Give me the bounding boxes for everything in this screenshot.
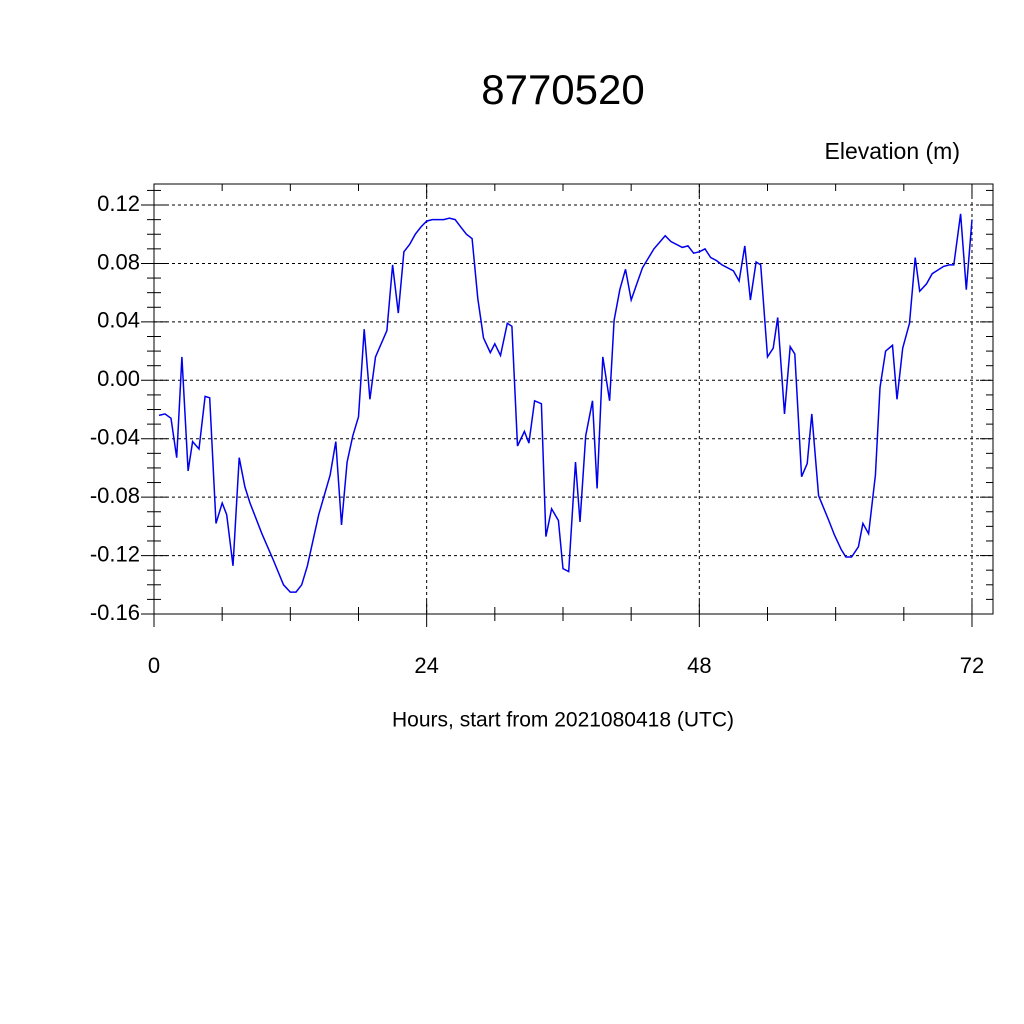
line-series: [158, 213, 973, 593]
chart-title: 8770520: [481, 66, 645, 113]
y-tick-label: 0.08: [97, 249, 140, 274]
y-tick-label: 0.00: [97, 366, 140, 391]
y-tick-label: -0.04: [90, 425, 140, 450]
plot-frame: [153, 183, 994, 615]
x-axis-label: Hours, start from 2021080418 (UTC): [392, 709, 734, 732]
axis-unit: Elevation (m): [825, 138, 960, 164]
y-tick-label: 0.04: [97, 308, 140, 333]
y-tick-label: 0.12: [97, 191, 140, 216]
y-tick-label: -0.16: [90, 600, 140, 625]
x-tick-label: 72: [960, 653, 984, 678]
y-tick-label: -0.08: [90, 483, 140, 508]
x-tick-label: 48: [687, 653, 711, 678]
x-tick-label: 24: [414, 653, 438, 678]
y-tick-label: -0.12: [90, 541, 140, 566]
x-tick-label: 0: [148, 653, 160, 678]
